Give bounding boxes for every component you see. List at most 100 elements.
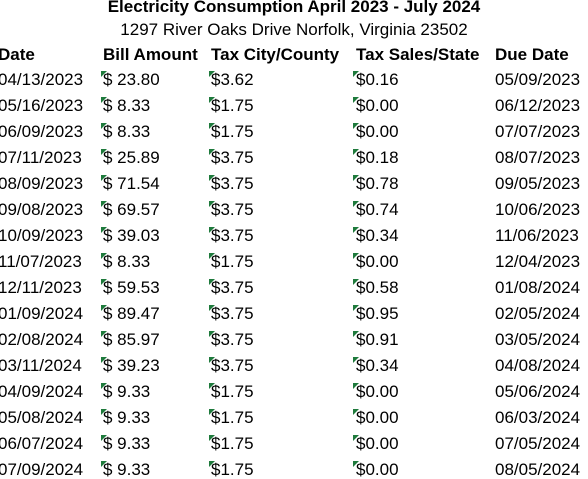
error-indicator xyxy=(209,227,215,233)
error-indicator xyxy=(101,149,107,155)
error-indicator xyxy=(101,279,107,285)
cell: $0.34 xyxy=(356,226,399,245)
cell: $0.78 xyxy=(356,174,399,193)
error-indicator xyxy=(209,435,215,441)
error-indicator xyxy=(353,175,359,181)
cell: $0.00 xyxy=(356,122,399,141)
cell: 10/09/2023 xyxy=(0,226,84,245)
cell: $3.75 xyxy=(211,200,254,219)
subtitle: 1297 River Oaks Drive Norfolk, Virginia … xyxy=(120,20,468,39)
cell: $3.75 xyxy=(211,226,254,245)
error-indicator xyxy=(101,201,107,207)
cell: $3.62 xyxy=(211,70,254,89)
error-indicator xyxy=(353,123,359,129)
error-indicator xyxy=(353,331,359,337)
cell: 05/16/2023 xyxy=(0,96,84,115)
error-indicator xyxy=(353,383,359,389)
error-indicator xyxy=(209,149,215,155)
error-indicator xyxy=(101,305,107,311)
error-indicator xyxy=(209,71,215,77)
error-indicator xyxy=(101,435,107,441)
cell: $1.75 xyxy=(211,434,254,453)
cell: $0.58 xyxy=(356,278,399,297)
error-indicator xyxy=(101,331,107,337)
title: Electricity Consumption April 2023 - Jul… xyxy=(107,0,481,16)
cell: $1.75 xyxy=(211,122,254,141)
error-indicator xyxy=(353,97,359,103)
cell: $3.75 xyxy=(211,304,254,323)
cell: 06/09/2023 xyxy=(0,122,84,141)
error-indicator xyxy=(353,435,359,441)
cell: $ 9.33 xyxy=(103,460,151,479)
cell: $0.00 xyxy=(356,252,399,271)
cell: $ 8.33 xyxy=(103,252,151,271)
cell: 02/05/2024 xyxy=(495,304,581,323)
column-header: Tax City/County xyxy=(211,45,340,64)
cell: $0.95 xyxy=(356,304,399,323)
cell: $0.74 xyxy=(356,200,399,219)
cell: $3.75 xyxy=(211,278,254,297)
cell: $3.75 xyxy=(211,356,254,375)
error-indicator xyxy=(101,383,107,389)
error-indicator xyxy=(353,227,359,233)
error-indicator xyxy=(353,149,359,155)
cell: $1.75 xyxy=(211,408,254,427)
error-indicator xyxy=(209,305,215,311)
cell: $0.34 xyxy=(356,356,399,375)
cell: $0.18 xyxy=(356,148,399,167)
cell: $ 39.03 xyxy=(103,226,160,245)
error-indicator xyxy=(101,123,107,129)
cell: $0.00 xyxy=(356,434,399,453)
cell: 11/07/2023 xyxy=(0,252,82,271)
cell: $ 8.33 xyxy=(103,122,151,141)
cell: 02/08/2024 xyxy=(0,330,84,349)
cell: 07/11/2023 xyxy=(0,148,82,167)
cell: $3.75 xyxy=(211,148,254,167)
cell: 03/11/2024 xyxy=(0,356,82,375)
cell: $ 9.33 xyxy=(103,382,151,401)
cell: 07/09/2024 xyxy=(0,460,84,479)
error-indicator xyxy=(101,253,107,259)
cell: $1.75 xyxy=(211,382,254,401)
cell: 04/08/2024 xyxy=(495,356,581,375)
cell: $3.75 xyxy=(211,330,254,349)
cell: $ 85.97 xyxy=(103,330,160,349)
error-indicator xyxy=(353,461,359,467)
cell: $ 69.57 xyxy=(103,200,160,219)
cell: 12/11/2023 xyxy=(0,278,82,297)
cell: $0.00 xyxy=(356,382,399,401)
cell: $ 25.89 xyxy=(103,148,160,167)
cell: $0.00 xyxy=(356,460,399,479)
error-indicator xyxy=(209,123,215,129)
cell: 04/09/2024 xyxy=(0,382,84,401)
cell: 09/05/2023 xyxy=(495,174,581,193)
cell: 08/05/2024 xyxy=(495,460,581,479)
error-indicator xyxy=(353,305,359,311)
column-header: Due Date xyxy=(495,45,569,64)
cell: $1.75 xyxy=(211,96,254,115)
error-indicator xyxy=(101,175,107,181)
error-indicator xyxy=(209,409,215,415)
column-header: Bill Amount xyxy=(103,45,198,64)
cell: 10/06/2023 xyxy=(495,200,581,219)
error-indicator xyxy=(353,279,359,285)
cell: 06/12/2023 xyxy=(495,96,581,115)
error-indicator xyxy=(101,71,107,77)
cell: $3.75 xyxy=(211,174,254,193)
cell: 11/06/2023 xyxy=(495,226,579,245)
cell: 08/09/2023 xyxy=(0,174,84,193)
cell: 03/05/2024 xyxy=(495,330,581,349)
cell: 05/09/2023 xyxy=(495,70,581,89)
cell: 04/13/2023 xyxy=(0,70,84,89)
error-indicator xyxy=(101,409,107,415)
cell: 06/07/2024 xyxy=(0,434,84,453)
error-indicator xyxy=(101,357,107,363)
cell: 05/08/2024 xyxy=(0,408,84,427)
error-indicator xyxy=(353,357,359,363)
error-indicator xyxy=(353,409,359,415)
cell: $ 23.80 xyxy=(103,70,160,89)
cell: $0.16 xyxy=(356,70,399,89)
error-indicator xyxy=(209,97,215,103)
error-indicator xyxy=(209,383,215,389)
